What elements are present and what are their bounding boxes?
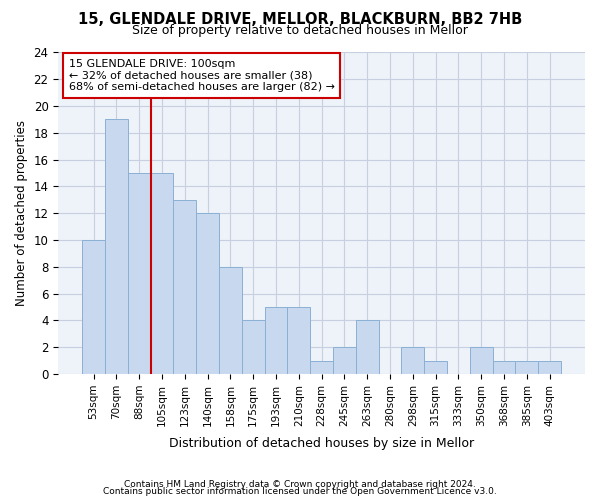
Bar xyxy=(401,347,424,374)
Bar xyxy=(151,173,173,374)
Bar xyxy=(287,307,310,374)
Bar xyxy=(538,360,561,374)
Bar xyxy=(333,347,356,374)
Bar xyxy=(196,214,219,374)
Bar xyxy=(242,320,265,374)
Bar xyxy=(219,267,242,374)
Text: 15 GLENDALE DRIVE: 100sqm
← 32% of detached houses are smaller (38)
68% of semi-: 15 GLENDALE DRIVE: 100sqm ← 32% of detac… xyxy=(69,59,335,92)
Text: Contains HM Land Registry data © Crown copyright and database right 2024.: Contains HM Land Registry data © Crown c… xyxy=(124,480,476,489)
Bar xyxy=(515,360,538,374)
Text: 15, GLENDALE DRIVE, MELLOR, BLACKBURN, BB2 7HB: 15, GLENDALE DRIVE, MELLOR, BLACKBURN, B… xyxy=(78,12,522,28)
Bar xyxy=(493,360,515,374)
Bar xyxy=(82,240,105,374)
Bar xyxy=(310,360,333,374)
X-axis label: Distribution of detached houses by size in Mellor: Distribution of detached houses by size … xyxy=(169,437,474,450)
Bar xyxy=(356,320,379,374)
Bar xyxy=(470,347,493,374)
Text: Size of property relative to detached houses in Mellor: Size of property relative to detached ho… xyxy=(132,24,468,37)
Text: Contains public sector information licensed under the Open Government Licence v3: Contains public sector information licen… xyxy=(103,487,497,496)
Bar xyxy=(173,200,196,374)
Bar xyxy=(105,120,128,374)
Bar xyxy=(265,307,287,374)
Bar xyxy=(424,360,447,374)
Bar xyxy=(128,173,151,374)
Y-axis label: Number of detached properties: Number of detached properties xyxy=(15,120,28,306)
